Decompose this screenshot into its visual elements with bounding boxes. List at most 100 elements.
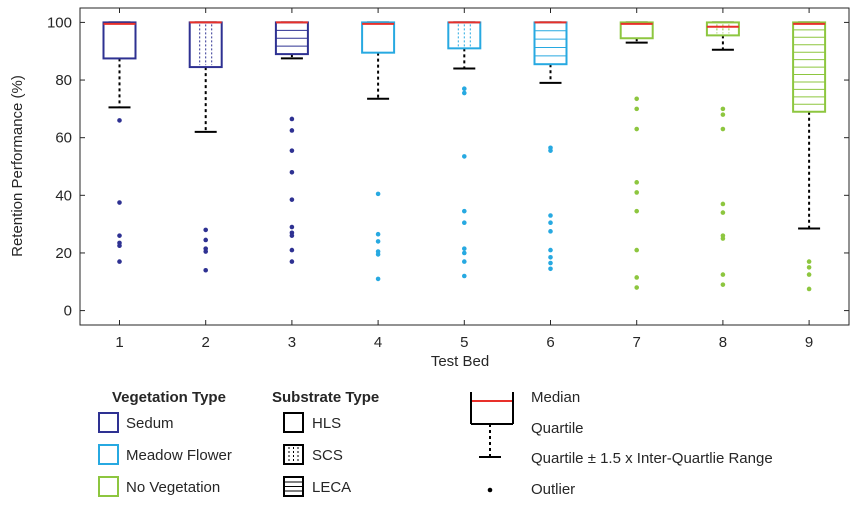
- outlier-point: [720, 201, 726, 207]
- legend-vegetation-swatch: [98, 444, 119, 465]
- outlier-point: [548, 213, 553, 218]
- outlier-point: [117, 118, 122, 123]
- legend-substrate-label: LECA: [312, 479, 351, 496]
- outlier-point: [117, 243, 122, 249]
- outlier-point: [634, 126, 639, 132]
- x-tick-label: 7: [633, 334, 641, 351]
- outlier-point: [289, 148, 295, 153]
- box-layer: [102, 21, 827, 292]
- outlier-point: [462, 90, 467, 96]
- x-tick-label: 3: [288, 334, 296, 351]
- x-tick-label: 8: [719, 334, 727, 351]
- outlier-point: [720, 112, 726, 117]
- outlier-point: [289, 197, 295, 202]
- outlier-point: [375, 239, 381, 244]
- legend-outlier-dot: [487, 487, 493, 493]
- y-axis-label: Retention Performance (%): [9, 75, 26, 257]
- outlier-point: [203, 249, 208, 254]
- outlier-point: [634, 190, 639, 195]
- outlier-point: [720, 126, 726, 132]
- legend-vegetation-label: No Vegetation: [126, 479, 220, 496]
- outlier-point: [289, 169, 295, 175]
- outlier-point: [375, 191, 381, 197]
- outlier-point: [634, 247, 639, 253]
- outlier-point: [462, 208, 467, 214]
- outlier-point: [289, 116, 295, 122]
- outlier-point: [720, 272, 726, 277]
- outlier-point: [289, 128, 295, 133]
- box: [533, 21, 568, 66]
- box: [102, 21, 137, 60]
- outlier-point: [548, 148, 553, 153]
- outlier-point: [375, 276, 381, 282]
- x-tick-label: 4: [374, 334, 382, 351]
- y-tick-label: 100: [47, 14, 72, 31]
- outlier-point: [634, 96, 639, 102]
- outlier-point: [720, 236, 726, 241]
- outlier-point: [634, 275, 639, 280]
- legend-quartile-label: Quartile: [531, 420, 584, 437]
- outlier-point: [548, 220, 553, 225]
- outlier-point: [462, 250, 467, 256]
- axes: 0 20 40 60 80 100 1 2 3 4 5 6 7 8 9: [47, 7, 850, 351]
- outlier-point: [548, 260, 553, 266]
- y-tick-label: 0: [64, 303, 72, 320]
- legend-vegetation-swatch: [98, 476, 119, 497]
- outlier-point: [548, 266, 553, 272]
- outlier-point: [289, 247, 295, 253]
- outlier-point: [462, 246, 467, 251]
- x-tick-label: 2: [202, 334, 210, 351]
- legend-substrate-swatch: [283, 412, 304, 433]
- outlier-point: [203, 267, 208, 273]
- x-tick-label: 5: [460, 334, 468, 351]
- legend-substrate-title: Substrate Type: [272, 389, 379, 406]
- x-tick-label: 9: [805, 334, 813, 351]
- outlier-point: [462, 259, 467, 264]
- y-tick-label: 80: [55, 72, 72, 89]
- outlier-point: [289, 224, 295, 230]
- outlier-point: [117, 200, 122, 205]
- outlier-point: [634, 208, 639, 214]
- legend-vegetation-label: Sedum: [126, 415, 174, 432]
- y-tick-label: 60: [55, 130, 72, 147]
- outlier-point: [462, 86, 467, 91]
- outlier-point: [375, 231, 381, 237]
- outlier-point: [634, 285, 639, 290]
- legend-vegetation-label: Meadow Flower: [126, 447, 232, 464]
- outlier-point: [806, 286, 812, 292]
- legend: Vegetation Type Substrate Type Sedum Mead…: [98, 389, 773, 498]
- legend-substrate-label: SCS: [312, 447, 343, 464]
- outlier-point: [548, 229, 553, 234]
- outlier-point: [117, 233, 122, 238]
- outlier-point: [720, 106, 726, 112]
- x-axis-label: Test Bed: [431, 353, 489, 370]
- outlier-point: [634, 180, 639, 185]
- legend-vegetation-title: Vegetation Type: [112, 389, 226, 406]
- outlier-point: [806, 265, 812, 270]
- legend-outlier-label: Outlier: [531, 481, 575, 498]
- outlier-point: [548, 254, 553, 260]
- outlier-point: [203, 237, 208, 243]
- outlier-point: [806, 272, 812, 277]
- outlier-point: [720, 282, 726, 287]
- outlier-point: [548, 247, 553, 253]
- legend-substrate-label: HLS: [312, 415, 341, 432]
- y-tick-label: 20: [55, 245, 72, 262]
- outlier-point: [462, 154, 467, 159]
- legend-median-label: Median: [531, 389, 580, 406]
- y-tick-label: 40: [55, 187, 72, 204]
- outlier-point: [375, 252, 381, 257]
- outlier-point: [289, 259, 295, 264]
- outlier-point: [720, 210, 726, 215]
- legend-vegetation-swatch: [98, 412, 119, 433]
- outlier-point: [117, 259, 122, 264]
- outlier-point: [289, 233, 295, 238]
- outlier-point: [634, 106, 639, 112]
- x-tick-label: 6: [546, 334, 554, 351]
- outlier-point: [462, 220, 467, 225]
- outlier-point: [203, 227, 208, 233]
- box: [619, 21, 654, 40]
- box: [361, 21, 396, 54]
- legend-whisker-label: Quartile ± 1.5 x Inter-Quartlie Range: [531, 450, 773, 467]
